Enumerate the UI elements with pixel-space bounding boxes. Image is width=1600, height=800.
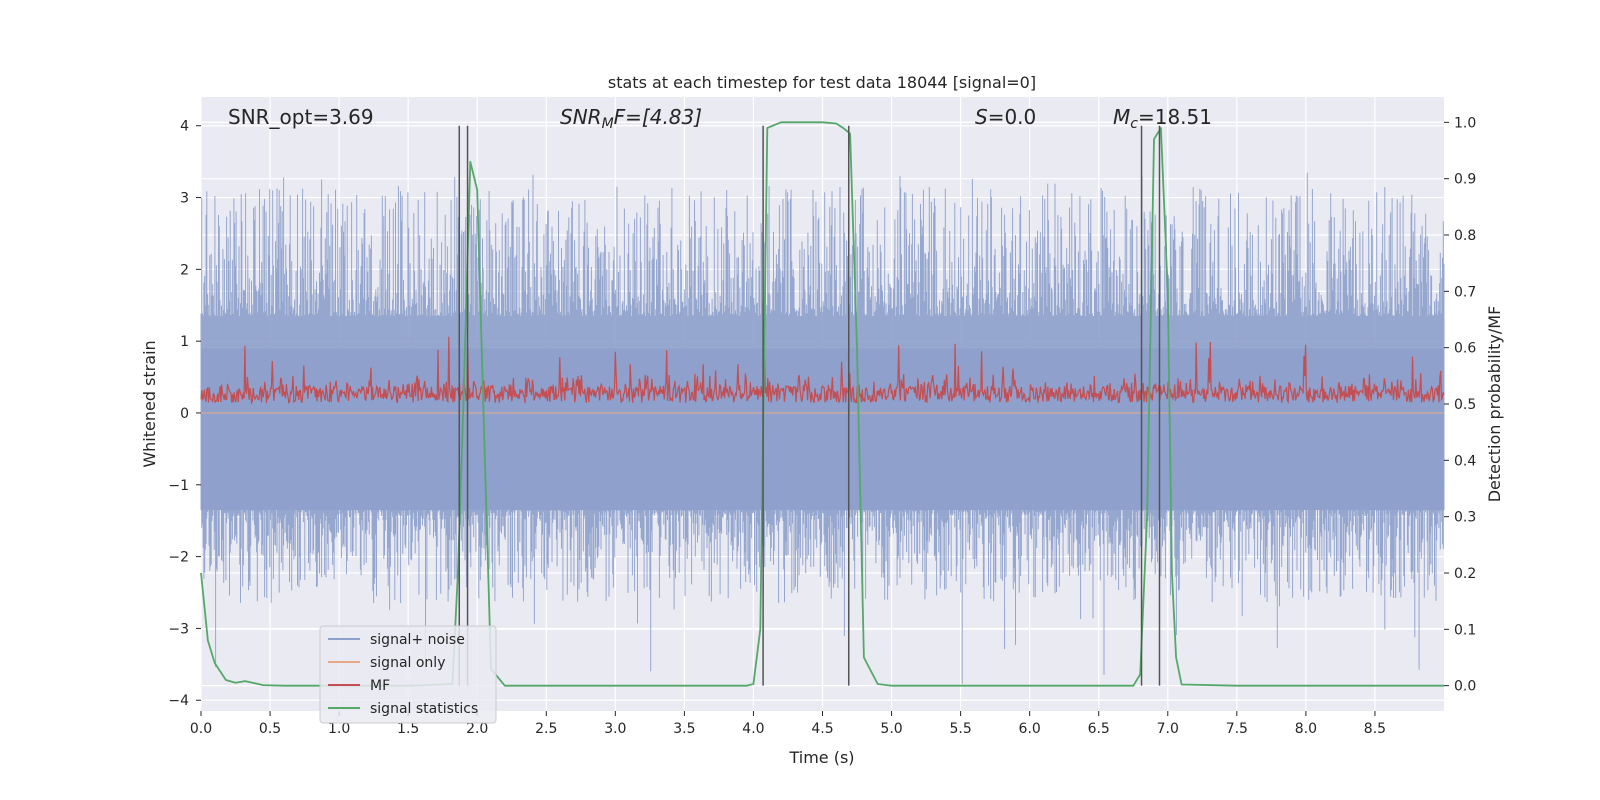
x-tick-label: 4.5 <box>811 721 833 737</box>
series-layer <box>200 121 1445 687</box>
y-left-tick-label: −1 <box>168 478 189 494</box>
y-left-tick-label: 4 <box>180 119 189 135</box>
legend-label-signal-statistics: signal statistics <box>370 701 478 717</box>
x-tick-label: 1.0 <box>328 721 350 737</box>
y-right-tick-label: 0.4 <box>1454 453 1476 469</box>
y-right-tick-label: 0.1 <box>1454 622 1476 638</box>
y-right-tick-label: 0.8 <box>1454 228 1476 244</box>
x-tick-label: 8.0 <box>1295 721 1317 737</box>
y-left-tick-label: 1 <box>180 334 189 350</box>
legend: signal+ noise signal only MF signal stat… <box>319 625 497 724</box>
annotation-mc: Mc=18.51 <box>1113 105 1212 132</box>
legend-label-signal-noise: signal+ noise <box>370 632 465 648</box>
x-tick-label: 8.5 <box>1364 721 1386 737</box>
x-tick-label: 2.5 <box>535 721 557 737</box>
y-right-tick-label: 0.0 <box>1454 679 1476 695</box>
y-left-tick-label: 3 <box>180 191 189 207</box>
x-tick-label: 4.0 <box>742 721 764 737</box>
y-right-tick-label: 0.6 <box>1454 341 1476 357</box>
series-mf <box>200 336 1445 405</box>
vertical-markers <box>458 125 1161 686</box>
y-right-tick-label: 0.9 <box>1454 172 1476 188</box>
y-left-tick-label: −2 <box>168 550 189 566</box>
y-right-tick-label: 1.0 <box>1454 115 1476 131</box>
x-tick-label: 2.0 <box>466 721 488 737</box>
x-tick-label: 0.0 <box>190 721 212 737</box>
y-right-tick-label: 0.2 <box>1454 566 1476 582</box>
y-right-tick-label: 0.3 <box>1454 510 1476 526</box>
x-tick-label: 0.5 <box>259 721 281 737</box>
x-tick-label: 3.0 <box>604 721 626 737</box>
legend-label-signal-only: signal only <box>370 655 445 671</box>
x-tick-label: 5.0 <box>880 721 902 737</box>
x-tick-label: 7.5 <box>1226 721 1248 737</box>
x-axis-label: Time (s) <box>788 748 854 767</box>
annotation-s: S=0.0 <box>975 105 1036 129</box>
x-tick-label: 1.5 <box>397 721 419 737</box>
y-axis-label-right: Detection probability/MF <box>1485 306 1504 503</box>
x-tick-label: 6.5 <box>1088 721 1110 737</box>
annotation-snr-opt: SNR_opt=3.69 <box>228 105 374 129</box>
legend-box <box>319 625 497 724</box>
y-right-tick-label: 0.7 <box>1454 284 1476 300</box>
annotation-snr-mf: SNRMF=[4.83] <box>560 105 702 132</box>
y-left-tick-label: −4 <box>168 693 189 709</box>
x-tick-label: 7.0 <box>1157 721 1179 737</box>
chart-title: stats at each timestep for test data 180… <box>608 73 1036 92</box>
y-right-tick-label: 0.5 <box>1454 397 1476 413</box>
y-left-tick-label: 2 <box>180 262 189 278</box>
x-tick-label: 3.5 <box>673 721 695 737</box>
y-left-tick-label: −3 <box>168 621 189 637</box>
x-tick-label: 5.5 <box>949 721 971 737</box>
x-tick-label: 6.0 <box>1019 721 1041 737</box>
y-axis-label-left: Whitened strain <box>140 340 159 467</box>
ticks: 0.0 0.5 1.0 1.5 2.0 2.5 3.0 3.5 4.0 4.5 5.0 5.5 6.0 6… <box>168 115 1476 737</box>
legend-label-mf: MF <box>370 678 390 694</box>
y-left-tick-label: 0 <box>180 406 189 422</box>
